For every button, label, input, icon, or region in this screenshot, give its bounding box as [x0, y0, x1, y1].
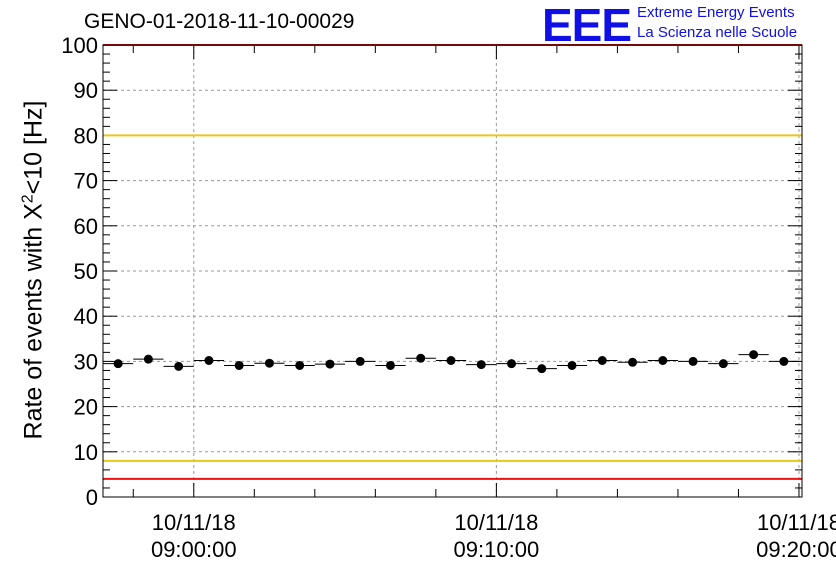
eee-logo: EEE Extreme Energy Events La Scienza nel…: [542, 0, 832, 51]
data-point: [779, 356, 789, 366]
y-tick-label: 20: [74, 395, 98, 420]
data-point: [204, 355, 214, 365]
data-point: [143, 354, 153, 364]
data-point: [416, 353, 426, 363]
y-tick-label: 10: [74, 440, 98, 465]
y-tick-label: 30: [74, 349, 98, 374]
data-point: [718, 359, 728, 369]
data-point: [688, 356, 698, 366]
logo-text-line2: La Scienza nelle Scuole: [637, 24, 798, 41]
data-point: [113, 359, 123, 369]
y-tick-label: 0: [86, 485, 98, 510]
x-tick-time: 09:20:00: [756, 537, 836, 562]
x-tick-date: 10/11/18: [152, 510, 236, 535]
y-tick-label: 90: [74, 78, 98, 103]
x-tick-time: 09:00:00: [151, 537, 237, 562]
data-point: [507, 359, 517, 369]
data-point: [476, 360, 486, 370]
data-point: [658, 355, 668, 365]
x-tick-date: 10/11/18: [757, 510, 836, 535]
x-tick-time: 09:10:00: [454, 537, 540, 562]
data-point: [597, 355, 607, 365]
data-point: [749, 350, 759, 360]
plot-frame: [102, 44, 803, 498]
y-tick-label: 40: [74, 304, 98, 329]
chart-title: GENO-01-2018-11-10-00029: [84, 10, 355, 33]
data-point: [325, 359, 335, 369]
data-point: [174, 361, 184, 371]
eee-logo-mark: EEE: [542, 0, 632, 51]
x-tick-date: 10/11/18: [454, 510, 538, 535]
logo-text-line1: Extreme Energy Events: [637, 4, 795, 21]
data-point: [234, 360, 244, 370]
y-tick-label: 50: [74, 259, 98, 284]
y-tick-label: 60: [74, 214, 98, 239]
data-point: [446, 355, 456, 365]
data-point: [355, 356, 365, 366]
data-point: [537, 364, 547, 374]
y-tick-label: 70: [74, 169, 98, 194]
data-point: [295, 360, 305, 370]
y-tick-label: 80: [74, 123, 98, 148]
data-point: [385, 360, 395, 370]
y-tick-label: 100: [61, 33, 98, 58]
data-point: [567, 360, 577, 370]
data-point: [264, 358, 274, 368]
data-point: [628, 357, 638, 367]
